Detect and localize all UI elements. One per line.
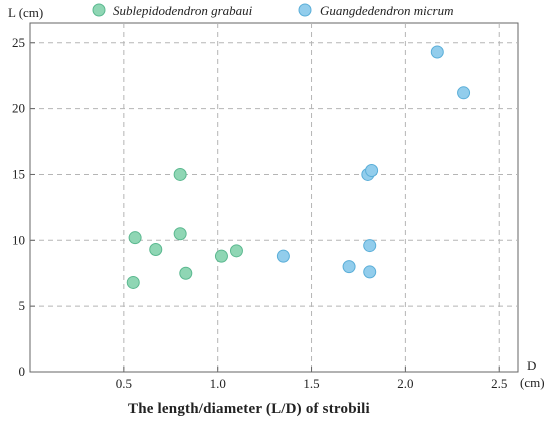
legend-label-sublepidodendron: Sublepidodendron grabaui: [113, 3, 253, 18]
legend-label-guangdedendron: Guangdedendron micrum: [320, 3, 453, 18]
x-axis-label: The length/diameter (L/D) of strobili: [128, 401, 370, 417]
y-tick-label: 15: [12, 166, 25, 181]
sublepidodendron-point: [128, 231, 142, 245]
legend-marker-sublepidodendron: [92, 3, 106, 17]
sublepidodendron-point: [173, 167, 187, 181]
x-tick-label: 0.5: [116, 376, 132, 391]
sublepidodendron-point: [149, 243, 163, 257]
x-tick-labels: 0.5 1.0 1.5 2.0 2.5: [116, 376, 508, 391]
guangdedendron-point: [365, 164, 379, 178]
x-tick-label: 1.5: [303, 376, 319, 391]
guangdedendron-point: [276, 249, 290, 263]
sublepidodendron-point: [229, 244, 243, 258]
guangdedendron-point: [363, 239, 377, 253]
guangdedendron-point: [342, 260, 356, 274]
sublepidodendron-point: [214, 249, 228, 263]
y-tick-label: 25: [12, 35, 25, 50]
y-tick-label: 10: [12, 232, 25, 247]
x-tick-label: 2.5: [491, 376, 507, 391]
plot-frame: [29, 22, 519, 373]
y-tick-label: 5: [19, 298, 26, 313]
guangdedendron-point: [430, 45, 444, 59]
y-tick-labels: 0 5 10 15 20 25: [12, 35, 25, 379]
y-tick-label: 0: [19, 364, 26, 379]
sublepidodendron-point: [179, 266, 193, 280]
sublepidodendron-point: [126, 275, 140, 289]
legend-item-guangdedendron: Guangdedendron micrum: [298, 3, 453, 18]
x-axis-title: D: [527, 358, 536, 373]
grid-lines: [30, 23, 518, 372]
data-points: [126, 45, 471, 289]
x-tick-label: 2.0: [397, 376, 413, 391]
legend: Sublepidodendron grabaui Guangdedendron …: [92, 3, 453, 18]
x-tick-label: 1.0: [210, 376, 226, 391]
guangdedendron-point: [457, 86, 471, 100]
sublepidodendron-point: [173, 227, 187, 241]
y-tick-label: 20: [12, 101, 25, 116]
legend-item-sublepidodendron: Sublepidodendron grabaui: [92, 3, 253, 18]
y-axis-title: L (cm): [8, 5, 43, 20]
guangdedendron-point: [363, 265, 377, 279]
legend-marker-guangdedendron: [298, 3, 312, 17]
x-axis-unit: (cm): [520, 375, 545, 390]
tick-marks: [30, 42, 500, 373]
